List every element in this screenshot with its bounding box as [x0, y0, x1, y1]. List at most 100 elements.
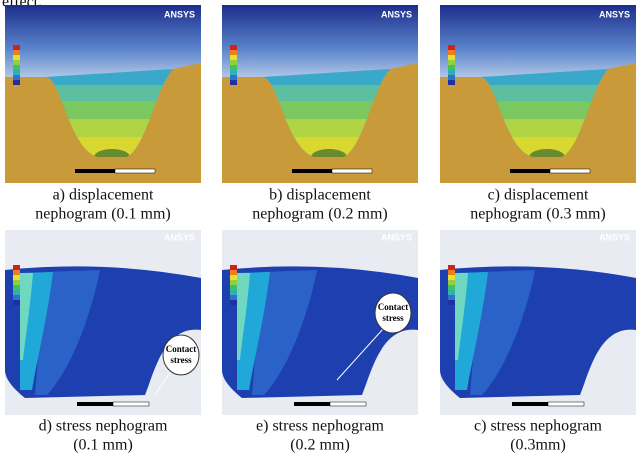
- legend-swatch: [448, 60, 455, 65]
- callout-text: Contact: [166, 344, 197, 354]
- ground: [222, 63, 418, 183]
- legend-swatch: [230, 290, 237, 295]
- callout-text: stress: [170, 355, 192, 365]
- legend-swatch: [448, 45, 455, 50]
- callout-bubble: [162, 334, 200, 376]
- scale-bar: [329, 401, 367, 407]
- legend-swatch: [230, 280, 237, 285]
- panel: ANSYS: [440, 5, 636, 183]
- scale-bar: [331, 168, 373, 174]
- legend-swatch: [448, 70, 455, 75]
- caption: a) displacement: [53, 187, 154, 204]
- caption: c) displacement: [488, 187, 589, 204]
- legend-swatch: [448, 295, 455, 300]
- contour-band: [94, 149, 130, 157]
- caption: c) stress nephogram: [474, 418, 603, 435]
- legend-swatch: [13, 285, 20, 290]
- contour-band: [20, 273, 33, 360]
- legend-swatch: [13, 65, 20, 70]
- legend-swatch: [448, 300, 455, 305]
- legend-swatch: [448, 265, 455, 270]
- legend-swatch: [448, 65, 455, 70]
- legend-swatch: [230, 60, 237, 65]
- scale-bar: [114, 168, 156, 174]
- panel-image: ANSYS: [5, 230, 201, 415]
- callout-line: [154, 370, 172, 396]
- logo: ANSYS: [164, 9, 195, 19]
- legend-swatch: [13, 70, 20, 75]
- legend-swatch: [448, 80, 455, 85]
- legend-swatch: [230, 275, 237, 280]
- callout-text: Contact: [378, 302, 409, 312]
- caption: nephogram (0.3 mm): [470, 206, 606, 223]
- logo: ANSYS: [599, 232, 630, 242]
- panel-image: ANSYS: [222, 5, 418, 183]
- scale-bar: [75, 169, 115, 173]
- logo: ANSYS: [381, 232, 412, 242]
- legend-swatch: [448, 270, 455, 275]
- caption: b) displacement: [269, 187, 371, 204]
- legend-swatch: [230, 55, 237, 60]
- panel-image: ANSYS: [440, 230, 636, 415]
- legend-swatch: [230, 295, 237, 300]
- contour-band: [529, 149, 565, 157]
- panel-image: ANSYS: [5, 5, 201, 183]
- logo: ANSYS: [599, 9, 630, 19]
- legend-swatch: [448, 280, 455, 285]
- legend-swatch: [230, 265, 237, 270]
- logo: ANSYS: [381, 9, 412, 19]
- callout-text: stress: [382, 313, 404, 323]
- scale-bar: [549, 168, 591, 174]
- contour-band: [237, 273, 250, 360]
- caption: d) stress nephogram: [39, 418, 168, 435]
- scale-bar: [547, 401, 585, 407]
- caption: nephogram (0.1 mm): [35, 206, 171, 223]
- legend-swatch: [13, 45, 20, 50]
- logo: ANSYS: [164, 232, 195, 242]
- legend-swatch: [13, 80, 20, 85]
- caption: (0.1 mm): [73, 437, 133, 454]
- legend-swatch: [13, 300, 20, 305]
- scale-bar: [77, 402, 113, 406]
- legend-swatch: [448, 285, 455, 290]
- legend-swatch: [448, 75, 455, 80]
- contour-band: [455, 273, 468, 360]
- legend-swatch: [448, 55, 455, 60]
- legend-swatch: [13, 295, 20, 300]
- legend-swatch: [230, 75, 237, 80]
- scale-bar: [510, 169, 550, 173]
- legend-swatch: [448, 290, 455, 295]
- legend-swatch: [448, 50, 455, 55]
- legend-swatch: [13, 75, 20, 80]
- legend-swatch: [13, 50, 20, 55]
- caption: (0.2 mm): [290, 437, 350, 454]
- legend-swatch: [230, 50, 237, 55]
- legend-swatch: [230, 70, 237, 75]
- ground: [440, 63, 636, 183]
- legend-swatch: [13, 60, 20, 65]
- legend-swatch: [230, 45, 237, 50]
- scale-bar: [292, 169, 332, 173]
- panel-image: ANSYS: [222, 230, 418, 415]
- contour-band: [252, 270, 317, 395]
- legend-swatch: [230, 300, 237, 305]
- callout-line: [336, 328, 384, 381]
- ground: [5, 63, 201, 183]
- scale-bar: [294, 402, 330, 406]
- legend-swatch: [13, 280, 20, 285]
- legend-swatch: [230, 285, 237, 290]
- panel-image: ANSYS: [440, 5, 636, 183]
- scale-bar: [112, 401, 150, 407]
- legend-swatch: [230, 270, 237, 275]
- caption: e) stress nephogram: [256, 418, 385, 435]
- scale-bar: [512, 402, 548, 406]
- caption: nephogram (0.2 mm): [252, 206, 388, 223]
- legend-swatch: [13, 275, 20, 280]
- legend-swatch: [230, 80, 237, 85]
- legend-swatch: [13, 270, 20, 275]
- contour-band: [470, 270, 535, 395]
- panel: ANSYS: [440, 230, 636, 415]
